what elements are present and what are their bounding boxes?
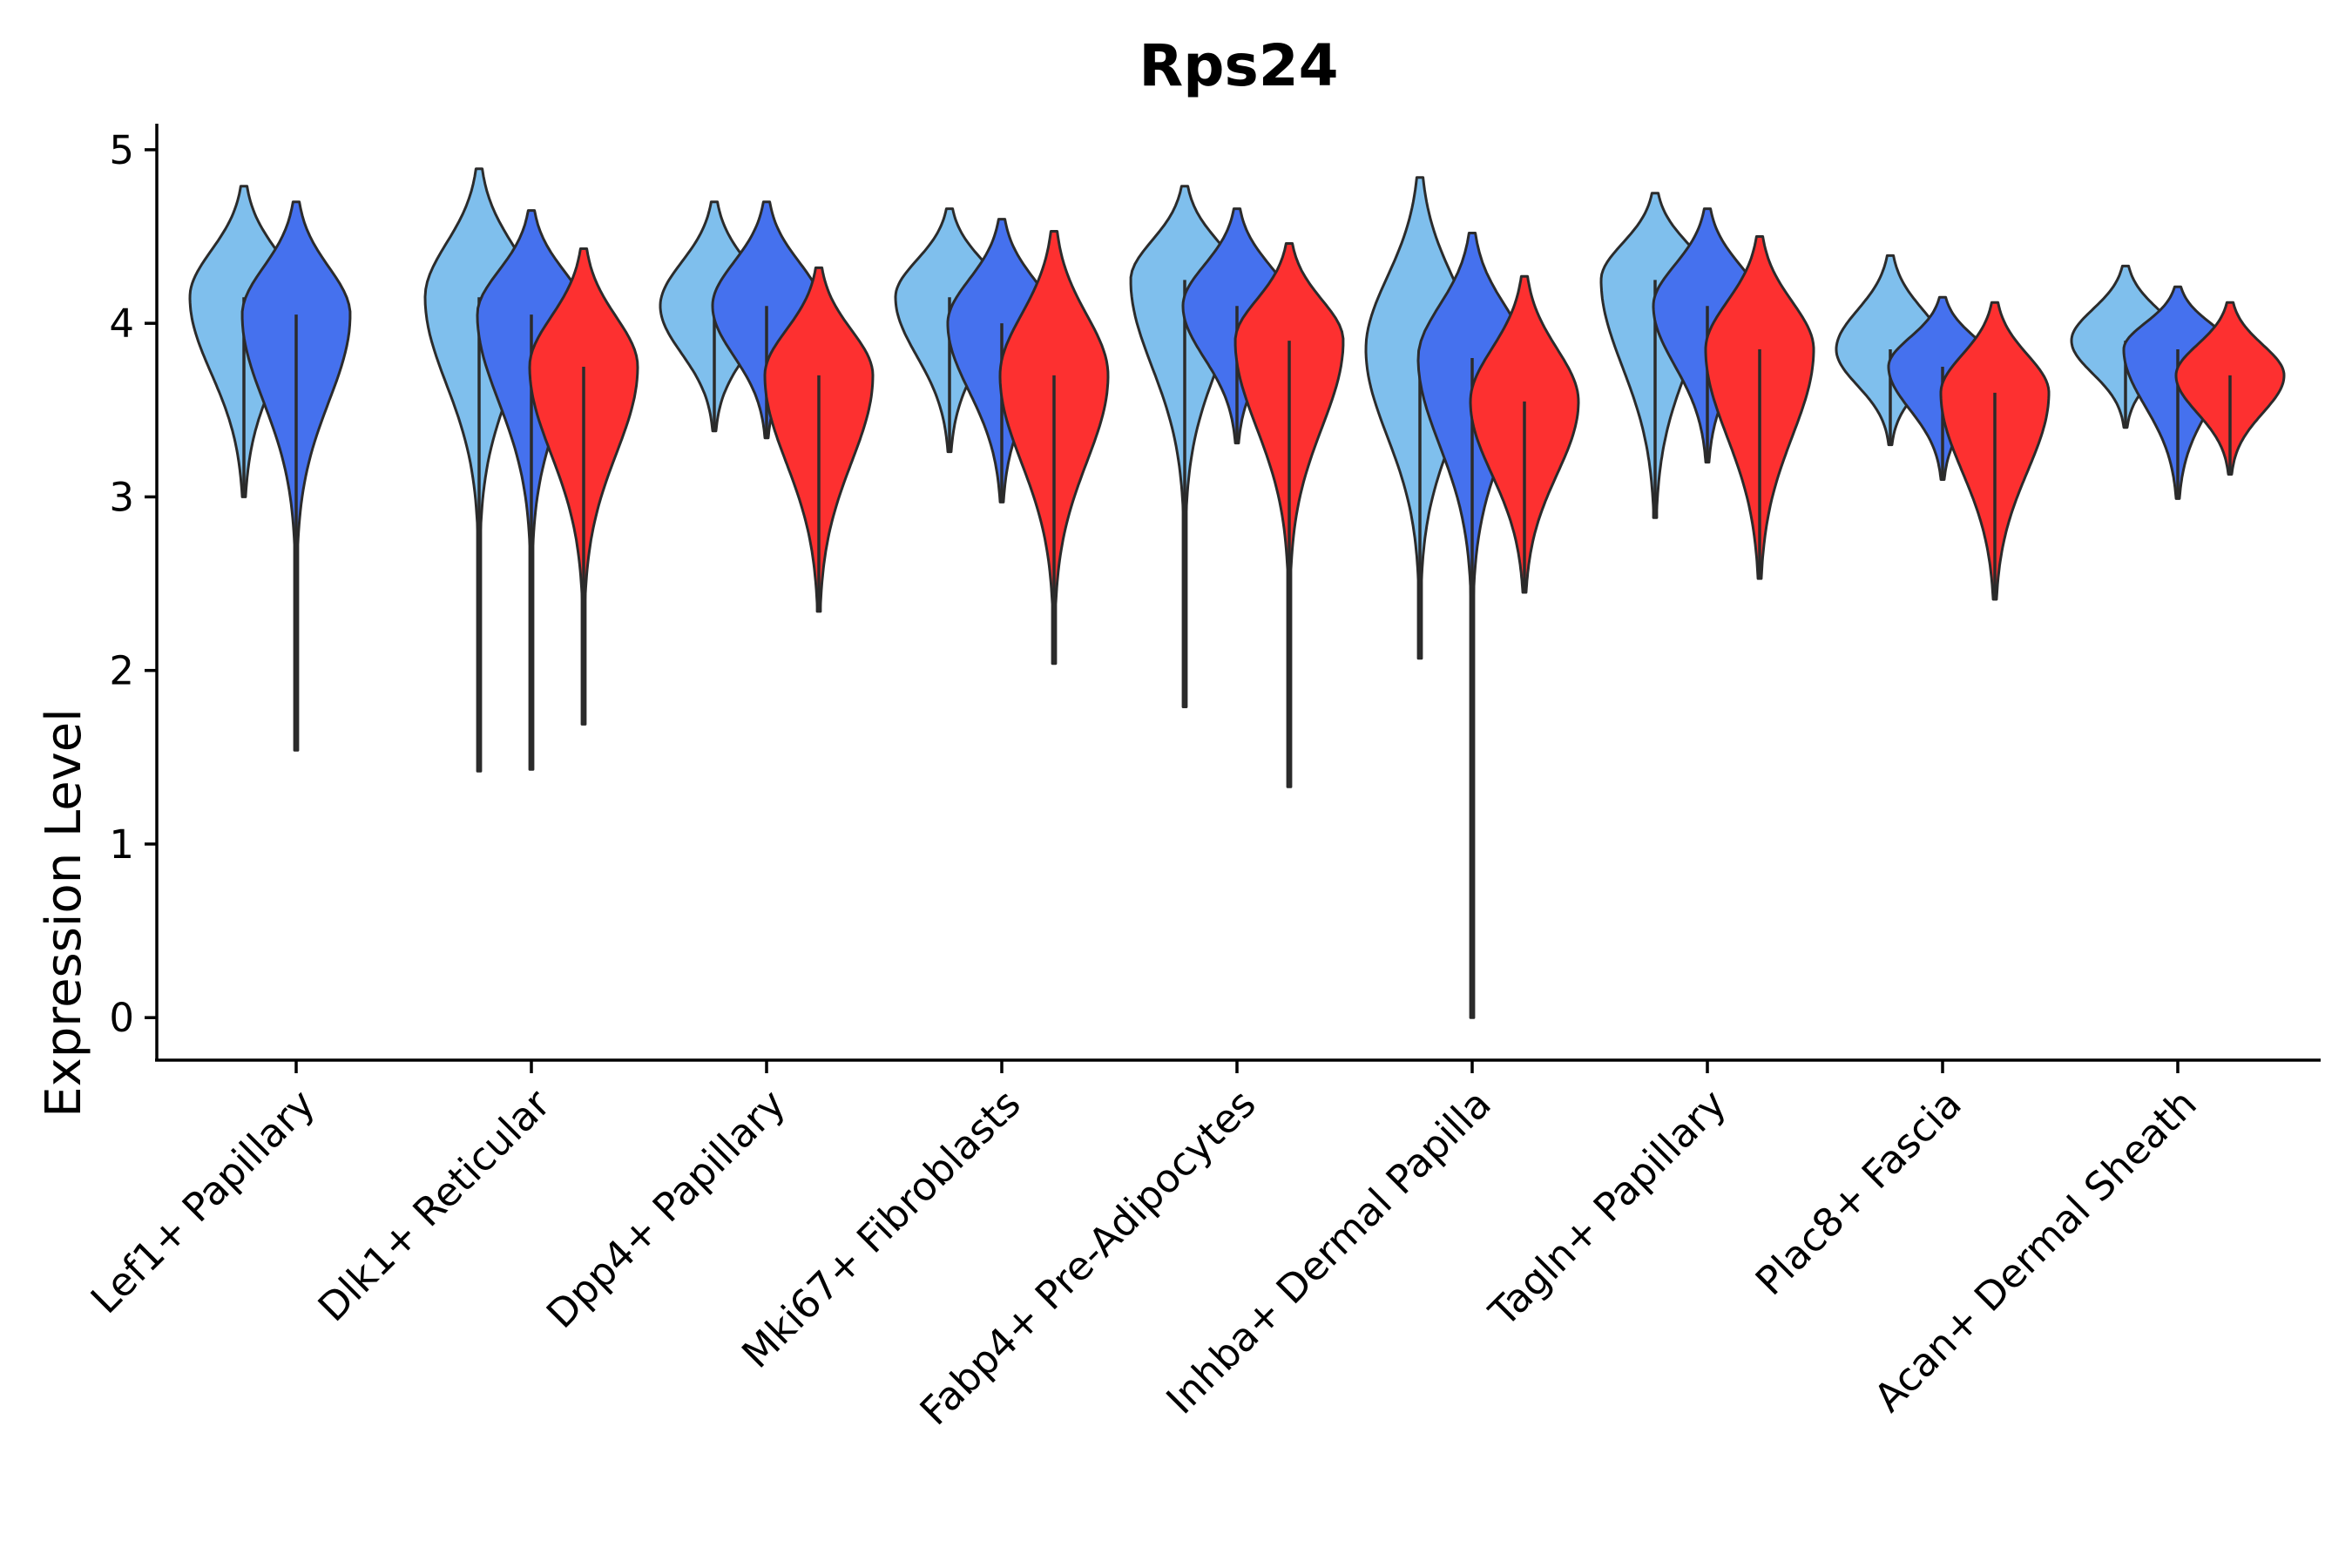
y-ticks: 0 1 2 3 4 5	[109, 127, 157, 1041]
x-tick-label: Plac8+ Fascia	[1747, 1080, 1970, 1304]
y-tick-label: 0	[109, 995, 134, 1041]
y-axis-label: Expression Level	[36, 708, 92, 1118]
x-tick-label: Lef1+ Papillary	[82, 1080, 324, 1322]
x-tick-label: Tagln+ Papillary	[1480, 1080, 1735, 1335]
y-tick-label: 2	[109, 648, 134, 694]
y-tick-label: 1	[109, 821, 134, 868]
x-tick-label: Dpp4+ Papillary	[537, 1080, 794, 1337]
chart-title: Rps24	[1139, 32, 1338, 99]
y-tick-label: 5	[109, 127, 134, 173]
violin-layer	[188, 167, 2286, 1019]
y-tick-label: 4	[109, 301, 134, 347]
x-tick-label: Dlk1+ Reticular	[309, 1080, 559, 1330]
y-tick-label: 3	[109, 474, 134, 520]
